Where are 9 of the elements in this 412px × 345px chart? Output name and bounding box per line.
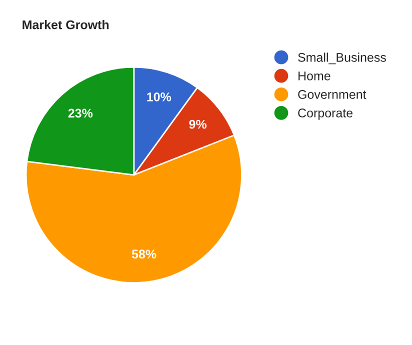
data-label: 58% xyxy=(132,250,156,259)
legend-label: Home xyxy=(298,72,330,80)
legend-label: Corporate xyxy=(298,108,353,120)
data-label: 9% xyxy=(189,120,207,129)
chart-title: Market Growth xyxy=(22,20,109,30)
legend-label: Small_Business xyxy=(298,52,386,64)
data-label: 23% xyxy=(68,108,93,118)
legend-label: Government xyxy=(298,90,366,99)
data-label: 10% xyxy=(147,92,172,102)
